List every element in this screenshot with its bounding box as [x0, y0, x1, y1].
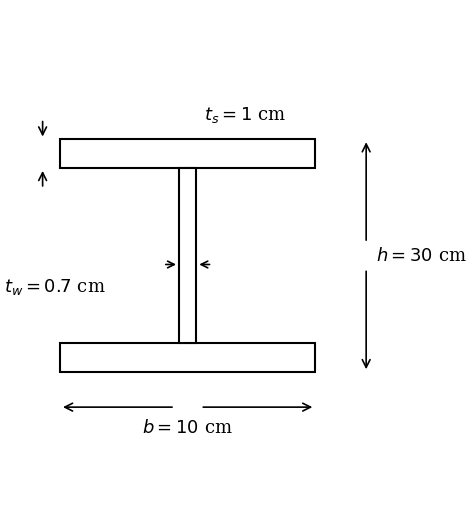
Text: $t_w = 0.7$ cm: $t_w = 0.7$ cm [4, 277, 106, 297]
Bar [60, 343, 315, 372]
Text: $h = 30$ cm: $h = 30$ cm [376, 247, 466, 265]
Bar [179, 168, 196, 343]
Bar [60, 140, 315, 168]
Text: $t_s = 1$ cm: $t_s = 1$ cm [204, 105, 286, 126]
Text: $b = 10$ cm: $b = 10$ cm [142, 419, 233, 437]
